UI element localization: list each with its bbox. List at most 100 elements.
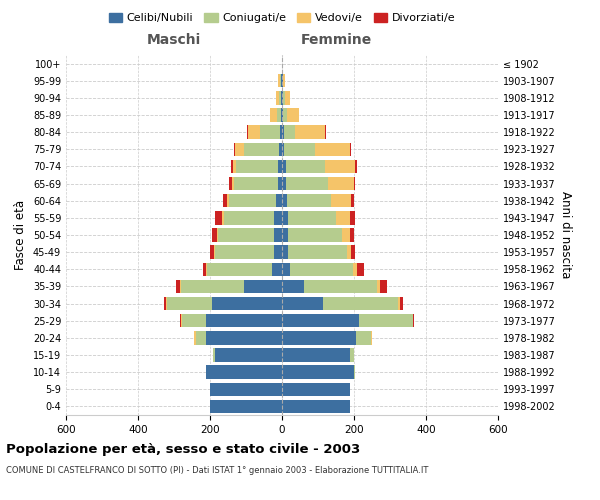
Bar [380, 280, 388, 293]
Bar [347, 246, 351, 259]
Bar [398, 297, 400, 310]
Bar [233, 160, 236, 173]
Bar [282, 366, 354, 379]
Bar [236, 160, 278, 173]
Text: Maschi: Maschi [147, 34, 201, 48]
Bar [282, 331, 356, 344]
Bar [282, 194, 287, 207]
Bar [282, 91, 283, 104]
Bar [350, 211, 355, 224]
Bar [350, 348, 354, 362]
Bar [350, 228, 354, 241]
Bar [270, 108, 271, 122]
Bar [207, 262, 272, 276]
Bar [222, 211, 224, 224]
Bar [235, 142, 244, 156]
Bar [284, 91, 290, 104]
Bar [274, 246, 282, 259]
Bar [282, 262, 290, 276]
Bar [323, 297, 398, 310]
Y-axis label: Anni di nascita: Anni di nascita [559, 192, 572, 278]
Bar [359, 314, 413, 328]
Bar [282, 246, 289, 259]
Bar [181, 314, 182, 328]
Bar [350, 142, 352, 156]
Bar [283, 74, 285, 88]
Bar [166, 297, 167, 310]
Bar [282, 382, 350, 396]
Bar [282, 211, 289, 224]
Bar [276, 91, 280, 104]
Bar [282, 228, 289, 241]
Bar [248, 126, 260, 139]
Text: Femmine: Femmine [301, 34, 371, 48]
Bar [232, 177, 235, 190]
Bar [342, 228, 350, 241]
Bar [295, 126, 325, 139]
Bar [289, 246, 347, 259]
Bar [283, 91, 284, 104]
Bar [217, 228, 218, 241]
Bar [212, 348, 215, 362]
Bar [244, 280, 282, 293]
Bar [206, 262, 207, 276]
Bar [234, 142, 235, 156]
Bar [353, 177, 355, 190]
Bar [283, 108, 287, 122]
Text: COMUNE DI CASTELFRANCO DI SOTTO (PI) - Dati ISTAT 1° gennaio 2003 - Elaborazione: COMUNE DI CASTELFRANCO DI SOTTO (PI) - D… [6, 466, 428, 475]
Bar [275, 194, 282, 207]
Bar [286, 160, 325, 173]
Bar [290, 262, 353, 276]
Y-axis label: Fasce di età: Fasce di età [14, 200, 27, 270]
Bar [260, 126, 280, 139]
Bar [331, 194, 351, 207]
Bar [272, 262, 282, 276]
Bar [181, 280, 244, 293]
Bar [235, 177, 278, 190]
Bar [289, 211, 336, 224]
Bar [196, 331, 206, 344]
Bar [284, 126, 295, 139]
Bar [282, 400, 350, 413]
Bar [206, 366, 282, 379]
Bar [278, 177, 282, 190]
Bar [274, 228, 282, 241]
Bar [325, 160, 355, 173]
Bar [280, 126, 282, 139]
Bar [206, 331, 282, 344]
Bar [227, 194, 229, 207]
Bar [371, 331, 373, 344]
Bar [176, 280, 181, 293]
Bar [212, 297, 282, 310]
Bar [278, 74, 280, 88]
Bar [224, 211, 274, 224]
Bar [287, 194, 331, 207]
Bar [280, 91, 281, 104]
Bar [223, 194, 227, 207]
Bar [271, 108, 277, 122]
Bar [282, 126, 284, 139]
Bar [244, 142, 279, 156]
Bar [164, 297, 166, 310]
Bar [282, 280, 304, 293]
Bar [215, 246, 274, 259]
Bar [282, 74, 283, 88]
Bar [325, 126, 326, 139]
Bar [229, 177, 232, 190]
Bar [286, 177, 328, 190]
Text: Popolazione per età, sesso e stato civile - 2003: Popolazione per età, sesso e stato civil… [6, 442, 360, 456]
Bar [215, 211, 222, 224]
Bar [413, 314, 414, 328]
Bar [282, 297, 323, 310]
Bar [289, 228, 342, 241]
Bar [206, 314, 282, 328]
Bar [282, 160, 286, 173]
Bar [282, 142, 284, 156]
Bar [287, 108, 299, 122]
Bar [282, 348, 350, 362]
Bar [353, 262, 356, 276]
Bar [351, 246, 355, 259]
Bar [215, 348, 282, 362]
Bar [400, 297, 403, 310]
Bar [280, 74, 281, 88]
